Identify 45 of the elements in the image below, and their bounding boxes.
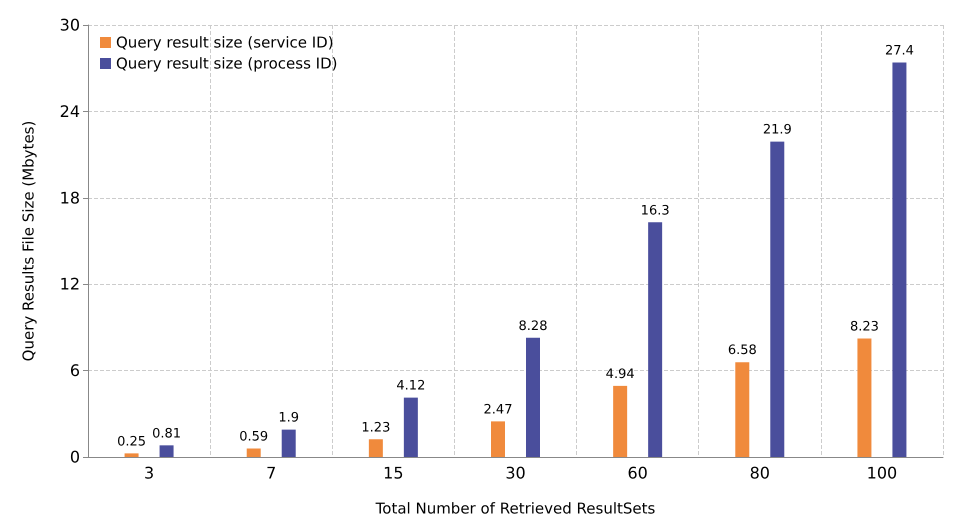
x-tick-label: 15 <box>383 464 404 482</box>
bar <box>282 430 296 457</box>
x-tick-label: 100 <box>866 464 898 482</box>
bar <box>491 421 505 457</box>
bar <box>892 62 906 457</box>
data-label: 27.4 <box>884 43 914 58</box>
x-tick-label: 3 <box>144 464 154 482</box>
data-label: 8.23 <box>850 319 879 334</box>
y-tick-label: 6 <box>70 361 80 380</box>
bar <box>404 398 418 457</box>
bar <box>246 448 261 457</box>
data-label: 16.3 <box>640 203 670 218</box>
data-label: 4.94 <box>606 366 635 382</box>
data-label: 6.58 <box>728 343 757 358</box>
bar <box>526 338 540 457</box>
bar <box>613 386 628 457</box>
x-axis-title: Total Number of Retrieved ResultSets <box>374 500 656 518</box>
bar <box>124 453 139 457</box>
data-label: 0.25 <box>117 434 146 450</box>
data-label: 4.12 <box>396 378 426 394</box>
bar <box>770 142 784 457</box>
y-tick-label: 24 <box>60 102 80 121</box>
y-axis-title: Query Results File Size (Mbytes) <box>20 120 38 362</box>
legend-label: Query result size (process ID) <box>116 54 338 72</box>
bar <box>368 439 383 457</box>
legend-label: Query result size (service ID) <box>116 34 334 52</box>
data-label: 1.23 <box>361 420 390 436</box>
bar <box>648 222 662 457</box>
data-label: 0.81 <box>152 426 182 442</box>
bar <box>160 445 174 457</box>
y-tick-label: 18 <box>60 188 80 208</box>
bar <box>735 362 750 457</box>
y-tick-label: 12 <box>60 274 80 294</box>
data-label: 1.9 <box>278 410 300 426</box>
x-tick-label: 60 <box>627 464 648 482</box>
x-tick-label: 80 <box>750 464 770 482</box>
data-label: 8.28 <box>518 318 548 334</box>
data-label: 2.47 <box>484 402 512 418</box>
y-tick-label: 0 <box>70 448 80 466</box>
x-tick-label: 30 <box>505 464 526 482</box>
y-tick-label: 30 <box>60 16 80 34</box>
data-label: 21.9 <box>762 122 792 138</box>
bar <box>857 338 872 457</box>
data-label: 0.59 <box>239 430 268 445</box>
x-tick-label: 7 <box>266 464 276 482</box>
